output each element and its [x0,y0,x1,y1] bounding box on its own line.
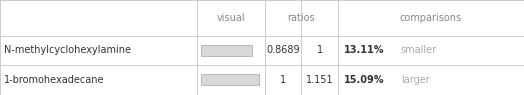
Text: 15.09%: 15.09% [344,75,385,85]
Text: visual: visual [216,13,245,23]
Text: smaller: smaller [401,45,437,55]
Text: larger: larger [401,75,430,85]
Text: 1: 1 [316,45,323,55]
Text: 1-bromohexadecane: 1-bromohexadecane [4,75,105,85]
Text: 1.151: 1.151 [306,75,333,85]
Text: 13.11%: 13.11% [344,45,385,55]
Text: N-methylcyclohexylamine: N-methylcyclohexylamine [4,45,131,55]
Text: 1: 1 [280,75,286,85]
Text: ratios: ratios [288,13,315,23]
Text: comparisons: comparisons [400,13,462,23]
Bar [201,45,252,56]
Bar [201,74,259,85]
Text: 0.8689: 0.8689 [266,45,300,55]
